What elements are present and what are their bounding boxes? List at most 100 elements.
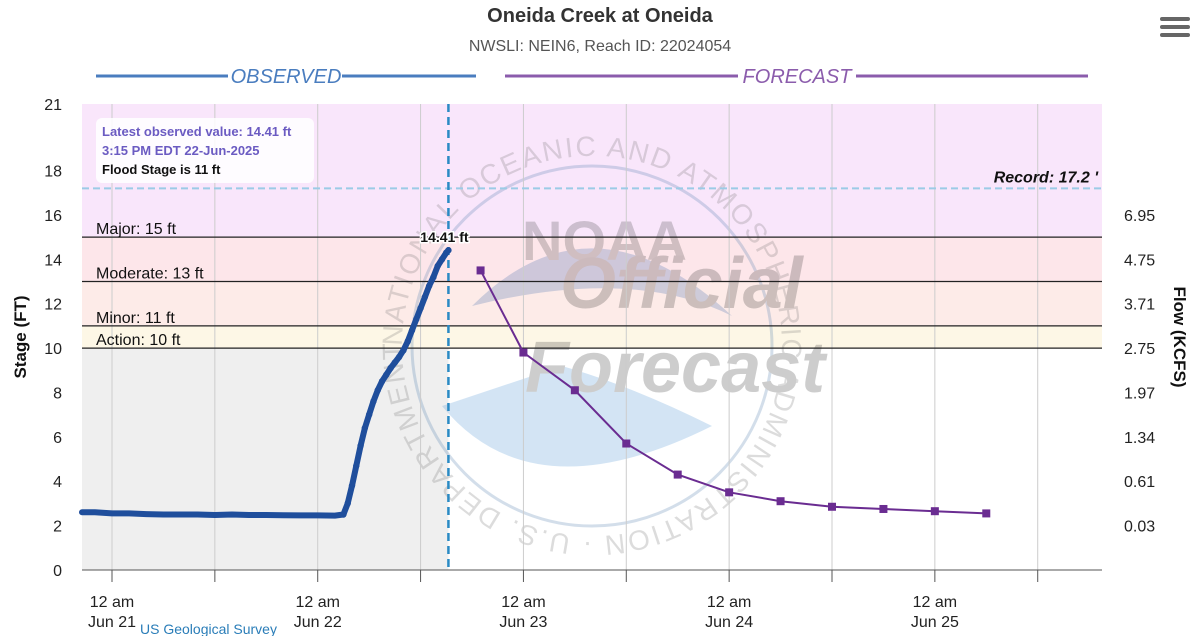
- y2-tick-label: 1.97: [1124, 385, 1155, 402]
- forecast-point: [879, 504, 888, 513]
- observed-point: [425, 282, 433, 290]
- observed-point: [445, 247, 452, 254]
- data-series: 14.41 ft: [79, 228, 991, 519]
- x-tick-label-time: 12 am: [913, 594, 957, 611]
- chart-subtitle: NWSLI: NEIN6, Reach ID: 22024054: [469, 38, 731, 55]
- flood-thresholds: Major: 15 ft Moderate: 13 ft Minor: 11 ft A…: [82, 104, 1102, 570]
- watermark-forecast: Forecast: [525, 328, 828, 408]
- threshold-label-moderate: Moderate: 13 ft: [96, 266, 204, 283]
- y-tick-label: 4: [53, 474, 62, 491]
- threshold-label-minor: Minor: 11 ft: [96, 310, 175, 327]
- y2-tick-label: 4.75: [1124, 252, 1155, 269]
- observed-banner-label: OBSERVED: [231, 66, 342, 88]
- watermark-official: Official: [560, 244, 805, 324]
- observed-point: [400, 347, 407, 354]
- forecast-point: [725, 488, 734, 497]
- observed-point: [417, 304, 424, 312]
- x-tick-label-date: Jun 24: [705, 614, 753, 631]
- forecast-point: [570, 386, 579, 395]
- threshold-label-major: Major: 15 ft: [96, 221, 177, 238]
- seal-wave: [442, 366, 712, 467]
- observed-point: [391, 359, 399, 366]
- y-tick-label: 16: [44, 208, 62, 225]
- observed-point: [438, 256, 446, 263]
- threshold-label-action: Action: 10 ft: [96, 332, 181, 349]
- forecast-point: [519, 348, 528, 357]
- x-tick-label-date: Jun 21: [88, 614, 136, 631]
- y2-tick-label: 2.75: [1124, 341, 1155, 358]
- y-tick-label: 0: [53, 563, 62, 580]
- observed-point: [365, 411, 373, 418]
- y2-tick-label: 0.03: [1124, 519, 1155, 536]
- forecast-point: [776, 497, 785, 506]
- observed-point: [387, 364, 394, 372]
- y-tick-label: 8: [53, 385, 62, 402]
- observed-point: [361, 424, 369, 432]
- observed-point: [353, 462, 360, 469]
- observed-point: [421, 293, 429, 301]
- y-tick-label: 18: [44, 164, 62, 181]
- forecast-point: [828, 502, 836, 511]
- y-axis-label: Stage (FT): [11, 295, 30, 378]
- observed-point: [340, 511, 347, 518]
- y2-axis-label: Flow (KCFS): [1170, 286, 1189, 387]
- y-tick-label: 10: [44, 341, 62, 358]
- y-tick-label: 2: [53, 519, 62, 536]
- seal-bird: [472, 248, 732, 316]
- observed-point: [434, 262, 441, 270]
- grid-lines: [111, 104, 1039, 570]
- observed-point: [395, 353, 403, 361]
- latest-observation-box: Latest observed value: 14.41 ft 3:15 PM …: [96, 118, 314, 183]
- observed-point: [378, 378, 386, 385]
- observed-point: [348, 482, 356, 489]
- y-tick-label: 6: [53, 430, 62, 447]
- forecast-point: [476, 266, 485, 275]
- y2-tick-label: 3.71: [1124, 297, 1155, 314]
- observed-point: [383, 371, 390, 378]
- x-tick-label-time: 12 am: [295, 594, 339, 611]
- forecast-point: [930, 507, 939, 516]
- usgs-credit-link: US Geological Survey: [140, 621, 277, 636]
- y-tick-label: 21: [44, 97, 62, 114]
- observed-point: [374, 387, 381, 394]
- y-tick-label: 12: [44, 297, 62, 314]
- observed-point: [413, 316, 420, 323]
- x-tick-label-time: 12 am: [90, 594, 134, 611]
- background-bands: [82, 104, 1102, 570]
- latest-value-label: 14.41 ft: [420, 229, 469, 245]
- observed-point: [344, 500, 351, 507]
- moderate-flood-band: [82, 281, 1102, 326]
- latest-observed-value: Latest observed value: 14.41 ft: [102, 124, 292, 139]
- x-tick-label-date: Jun 25: [911, 614, 959, 631]
- minor-flood-band: [82, 325, 1102, 349]
- chart-texts: Oneida Creek at Oneida NWSLI: NEIN6, Reac…: [96, 5, 1088, 636]
- y2-tick-label: 1.34: [1124, 430, 1155, 447]
- forecast-banner-label: FORECAST: [743, 66, 854, 88]
- y-tick-label: 14: [44, 252, 62, 269]
- axes: 0 2 4 6 8 10 12 14 16 18 21 0.03 0.61 1.34 1.97 2.75 3.7…: [11, 97, 1189, 631]
- y2-tick-label: 0.61: [1124, 474, 1155, 491]
- x-tick-label-date: Jun 23: [499, 614, 547, 631]
- x-tick-label-date: Jun 22: [294, 614, 342, 631]
- forecast-point: [622, 439, 631, 448]
- observed-point: [370, 398, 377, 405]
- forecast-point: [673, 470, 682, 479]
- observed-point: [404, 338, 411, 345]
- forecast-point: [982, 509, 991, 518]
- observed-period-band: [82, 348, 449, 570]
- observed-point: [357, 442, 364, 449]
- hamburger-menu-icon[interactable]: [1160, 14, 1190, 40]
- y2-tick-label: 6.95: [1124, 208, 1155, 225]
- record-label: Record: 17.2 ': [994, 169, 1099, 186]
- observed-point: [430, 273, 437, 281]
- observed-point: [408, 327, 416, 334]
- watermark-noaa: NOAA: [522, 209, 687, 272]
- flood-stage-note: Flood Stage is 11 ft: [102, 162, 221, 177]
- x-tick-label-time: 12 am: [501, 594, 545, 611]
- chart-title: Oneida Creek at Oneida: [487, 5, 714, 27]
- latest-observed-time: 3:15 PM EDT 22-Jun-2025: [102, 143, 260, 158]
- major-flood-band: [82, 237, 1102, 282]
- seal-ring: [410, 164, 774, 528]
- x-tick-label-time: 12 am: [707, 594, 751, 611]
